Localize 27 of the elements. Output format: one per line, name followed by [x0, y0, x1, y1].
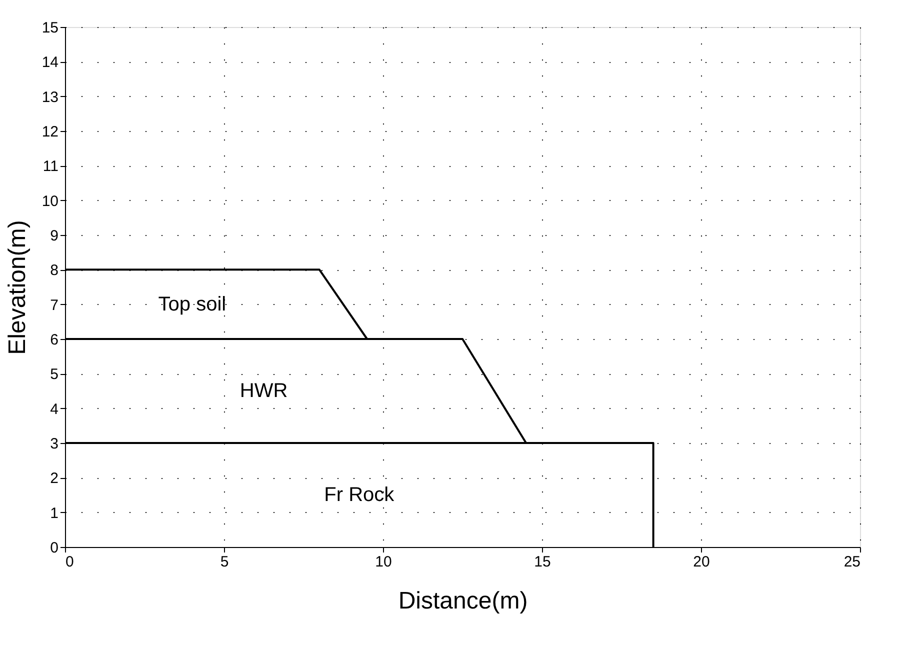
x-tick-label: 20	[693, 554, 710, 570]
x-axis-title: Distance(m)	[398, 588, 528, 614]
x-tick-label: 5	[220, 554, 229, 570]
y-tick-label: 0	[50, 540, 58, 556]
x-tick-label: 15	[534, 554, 551, 570]
y-tick-label: 3	[50, 436, 58, 452]
y-tick-label: 15	[42, 20, 58, 36]
y-tick-label: 14	[42, 54, 58, 72]
y-tick-label: 4	[50, 400, 58, 418]
x-tick-label: 25	[844, 554, 860, 570]
x-tick-label: 0	[66, 554, 74, 570]
y-tick-label: 10	[42, 192, 58, 210]
y-tick-label: 5	[50, 366, 58, 384]
y-tick-label: 2	[50, 470, 58, 488]
y-axis-title: Elevation(m)	[4, 220, 31, 355]
y-tick-label: 11	[42, 158, 58, 176]
annotation: Top soil	[158, 293, 226, 316]
y-tick-label: 6	[50, 332, 58, 348]
y-tick-label: 7	[50, 296, 58, 314]
annotation: Fr Rock	[324, 484, 396, 506]
y-tick-label: 8	[50, 262, 58, 280]
y-tick-label: 1	[50, 504, 58, 522]
y-tick-label: 12	[42, 124, 58, 140]
annotation: HWR	[240, 380, 288, 402]
y-tick-label: 9	[50, 228, 58, 244]
y-tick-label: 13	[42, 88, 58, 106]
x-tick-label: 10	[375, 554, 392, 570]
